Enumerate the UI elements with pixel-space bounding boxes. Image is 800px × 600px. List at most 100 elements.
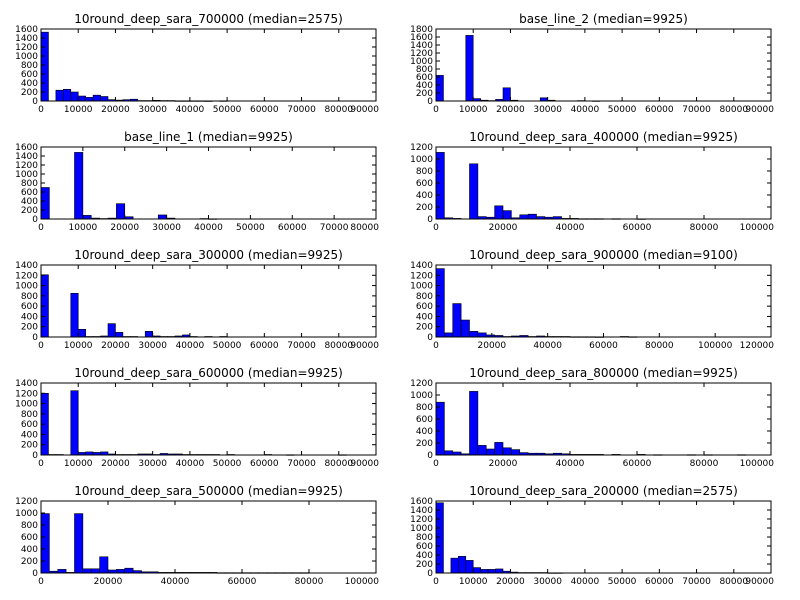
histogram-bar (77, 328, 86, 338)
x-tick-label: 80000 (350, 223, 379, 233)
histogram-bar (435, 401, 445, 456)
y-tick-label: 400 (21, 197, 38, 207)
x-tick-label: 80000 (324, 459, 353, 469)
histogram-panel-9: 10round_deep_sara_500000 (median=9925)0 2… (15, 484, 379, 587)
y-tick-label: 1000 (410, 524, 433, 534)
x-tick-label: 30000 (533, 105, 562, 115)
y-tick-label: 0 (427, 569, 433, 579)
histogram-panel-10: 10round_deep_sara_200000 (median=2575) 0 1… (410, 484, 774, 587)
x-tick-label: 100000 (698, 341, 733, 351)
axes-frame (40, 28, 377, 102)
histogram-bar (70, 390, 79, 456)
histogram-bar (435, 502, 444, 574)
histogram-bars (40, 274, 228, 338)
panel-title: 10round_deep_sara_500000 (median=9925) (74, 484, 343, 498)
x-tick-label: 10000 (69, 223, 98, 233)
histogram-bar (495, 568, 504, 574)
x-tick-label: 80000 (719, 577, 748, 587)
histogram-panel-8: 10round_deep_sara_800000 (median=9925)0 2… (410, 366, 774, 469)
y-tick-label: 200 (21, 441, 38, 451)
x-tick-label: 80000 (690, 459, 719, 469)
y-tick-label: 200 (416, 203, 433, 213)
y-tick-label: 1200 (410, 515, 433, 525)
x-tick-label: 0 (433, 223, 439, 233)
y-tick-label: 600 (416, 179, 433, 189)
y-tick-label: 400 (416, 81, 433, 91)
y-tick-label: 800 (416, 403, 433, 413)
histogram-panel-3: base_line_1 (median=9925)0 10000 20000 3000… (15, 130, 379, 233)
histogram-bar (502, 87, 511, 102)
histogram-bar (40, 31, 49, 102)
panel-title: base_line_2 (median=9925) (519, 12, 688, 26)
axes-frame (40, 500, 377, 574)
histogram-bar (485, 448, 495, 456)
x-tick-label: 90000 (350, 105, 379, 115)
x-tick-label: 80000 (645, 341, 674, 351)
x-tick-label: 70000 (287, 105, 316, 115)
x-tick-label: 30000 (138, 105, 167, 115)
y-tick-label: 0 (427, 451, 433, 461)
x-tick-label: 120000 (740, 341, 775, 351)
x-tick-label: 40000 (533, 341, 562, 351)
y-tick-label: 600 (416, 302, 433, 312)
y-tick-label: 1400 (15, 34, 38, 44)
x-tick-label: 20000 (101, 105, 130, 115)
y-tick-label: 400 (416, 191, 433, 201)
histogram-bar (124, 567, 134, 574)
y-tick-label: 200 (21, 206, 38, 216)
x-tick-label: 0 (433, 459, 439, 469)
histogram-bar (116, 203, 126, 220)
axes-frame (435, 500, 772, 574)
histogram-bar (82, 215, 92, 220)
y-tick-label: 1200 (410, 143, 433, 153)
histogram-bar (55, 89, 64, 102)
y-tick-label: 1600 (410, 497, 433, 507)
histogram-bar (519, 214, 529, 220)
x-tick-label: 90000 (350, 341, 379, 351)
y-tick-label: 1200 (410, 49, 433, 59)
y-tick-label: 1000 (410, 57, 433, 67)
y-tick-label: 800 (21, 61, 38, 71)
x-tick-label: 40000 (161, 577, 190, 587)
y-tick-label: 600 (21, 533, 38, 543)
y-tick-label: 200 (416, 89, 433, 99)
y-tick-label: 600 (416, 415, 433, 425)
histogram-bar (100, 96, 109, 102)
x-tick-label: 10000 (64, 105, 93, 115)
y-tick-label: 800 (416, 533, 433, 543)
histogram-bars (40, 152, 218, 220)
axes-frame (435, 28, 772, 102)
x-tick-label: 70000 (320, 223, 349, 233)
y-tick-label: 0 (427, 215, 433, 225)
x-tick-label: 0 (38, 341, 44, 351)
x-tick-label: 30000 (138, 459, 167, 469)
histogram-bar (74, 513, 84, 574)
histogram-bar (82, 568, 92, 574)
x-tick-label: 80000 (690, 223, 719, 233)
x-tick-label: 0 (433, 105, 439, 115)
y-tick-label: 1200 (15, 497, 38, 507)
histogram-bar (472, 567, 481, 574)
histogram-bar (444, 450, 454, 456)
histogram-bars (40, 390, 347, 456)
histogram-bar (70, 292, 79, 338)
y-tick-label: 1600 (410, 33, 433, 43)
y-tick-label: 200 (416, 439, 433, 449)
histogram-bar (63, 89, 72, 102)
x-tick-label: 20000 (496, 105, 525, 115)
histogram-bars (435, 268, 638, 338)
y-tick-label: 1200 (15, 389, 38, 399)
y-tick-label: 0 (32, 569, 38, 579)
y-tick-label: 1400 (15, 379, 38, 389)
y-tick-label: 600 (416, 73, 433, 83)
y-tick-label: 0 (427, 333, 433, 343)
y-tick-label: 400 (21, 430, 38, 440)
histogram-bars (435, 502, 563, 574)
y-tick-label: 400 (416, 551, 433, 561)
histogram-bar (511, 449, 521, 456)
x-tick-label: 0 (433, 577, 439, 587)
x-tick-label: 20000 (110, 223, 139, 233)
y-tick-label: 1000 (410, 282, 433, 292)
histogram-bar (435, 75, 444, 102)
panel-title: 10round_deep_sara_400000 (median=9925) (469, 130, 738, 144)
